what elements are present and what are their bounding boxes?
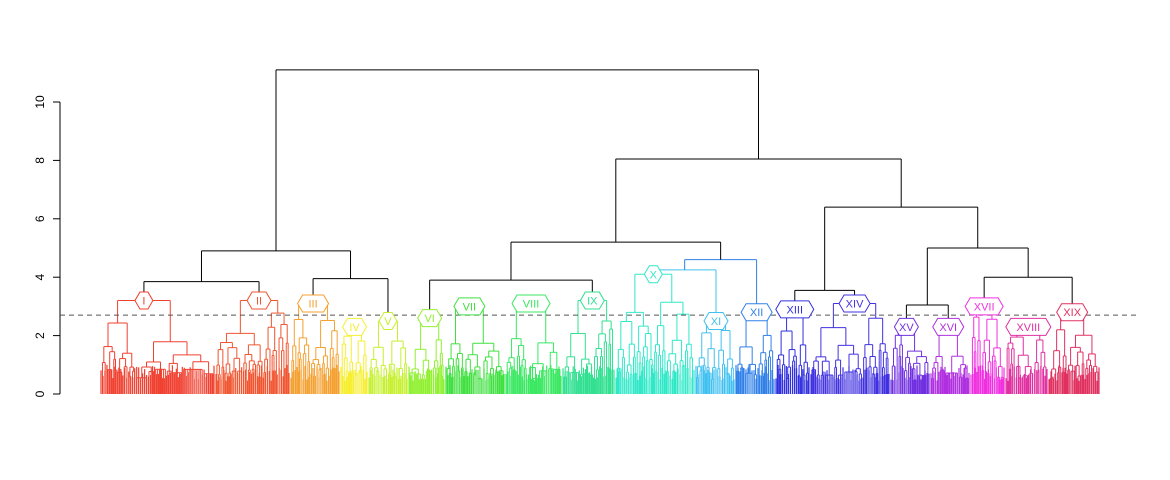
cluster-label-text: IX	[587, 296, 598, 308]
cluster-label-badge	[378, 312, 398, 330]
cluster-label-text: XIX	[1063, 307, 1081, 319]
cluster-label-text: VI	[424, 313, 434, 325]
cluster-subtree-xiv	[813, 302, 889, 379]
cluster-label-text: XI	[711, 316, 721, 328]
cluster-subtree-vii	[446, 305, 502, 380]
cluster-subtree-i	[101, 300, 210, 379]
cluster-label-text: II	[256, 296, 262, 308]
cluster-label-badge	[417, 309, 443, 328]
y-tick-label: 8	[33, 157, 47, 164]
cluster-label-text: XIII	[787, 304, 804, 316]
cluster-subtree-xvii	[971, 305, 1003, 378]
cluster-subtree-vi	[411, 317, 444, 379]
cluster-label-xiii: XIII	[775, 300, 815, 319]
cluster-subtree-iii	[291, 302, 339, 378]
cluster-label-xix: XIX	[1056, 303, 1089, 322]
cluster-subtree-xix	[1051, 311, 1098, 379]
cluster-label-badge	[579, 291, 605, 310]
cluster-label-xvii: XVII	[964, 297, 1004, 316]
cluster-subtree-iv	[341, 326, 367, 376]
y-tick-label: 10	[33, 95, 47, 109]
cluster-label-xiv: XIV	[838, 294, 871, 313]
cluster-label-badge	[453, 297, 486, 316]
y-tick-label: 4	[33, 274, 47, 281]
cluster-subtree-ix	[564, 300, 614, 377]
cluster-label-badge	[964, 297, 1004, 316]
cluster-label-xvi: XVI	[932, 317, 965, 336]
cluster-subtree-xii	[737, 311, 774, 377]
cluster-label-text: V	[384, 316, 392, 328]
cluster-label-badge	[134, 291, 154, 310]
cluster-label-badge	[1056, 303, 1089, 322]
cluster-label-ix: IX	[579, 291, 605, 310]
cluster-label-badge	[893, 317, 919, 336]
cluster-label-text: XV	[899, 322, 914, 334]
cluster-label-badge	[1005, 317, 1052, 336]
cluster-label-text: I	[142, 296, 145, 308]
cluster-label-xviii: XVIII	[1005, 317, 1052, 336]
cluster-label-text: X	[650, 269, 658, 281]
cluster-label-ii: II	[246, 291, 272, 310]
cluster-label-badge	[838, 294, 871, 313]
y-tick-label: 6	[33, 215, 47, 222]
cluster-label-text: XIV	[846, 298, 864, 310]
cluster-label-xi: XI	[703, 312, 729, 330]
cluster-label-badge	[740, 303, 773, 322]
cluster-label-vi: VI	[417, 309, 443, 328]
cluster-label-xv: XV	[893, 317, 919, 336]
cluster-label-badge	[643, 265, 663, 284]
cluster-label-x: X	[643, 265, 663, 284]
cluster-label-badge	[246, 291, 272, 310]
cluster-label-badge	[775, 300, 815, 319]
cluster-label-text: XII	[750, 307, 763, 319]
cluster-label-text: III	[308, 298, 317, 310]
cluster-label-iii: III	[296, 294, 330, 313]
upper-tree	[143, 69, 1073, 327]
cluster-label-text: IV	[349, 322, 360, 334]
cluster-subtree-xv	[891, 326, 929, 380]
cluster-label-vii: VII	[453, 297, 486, 316]
cluster-label-v: V	[378, 312, 398, 330]
cluster-label-text: XVI	[939, 322, 957, 334]
cluster-label-text: XVIII	[1016, 322, 1040, 334]
cluster-subtree-ii	[216, 300, 289, 377]
y-tick-label: 0	[33, 390, 47, 397]
cluster-label-badge	[703, 312, 729, 330]
cluster-label-badge	[296, 294, 330, 313]
cluster-subtrees	[101, 273, 1098, 380]
cluster-label-viii: VIII	[511, 294, 551, 313]
cluster-label-badge	[341, 317, 368, 336]
cluster-label-text: VIII	[523, 298, 540, 310]
cluster-label-badge	[932, 317, 965, 336]
cluster-label-text: XVII	[974, 301, 995, 313]
y-tick-label: 2	[33, 332, 47, 339]
cluster-label-text: VII	[463, 301, 476, 313]
y-axis: 0 2 4 6 8 10	[33, 95, 61, 397]
cluster-label-xii: XII	[740, 303, 773, 322]
cluster-label-badge	[511, 294, 551, 313]
cluster-label-i: I	[134, 291, 154, 310]
cluster-subtree-x	[616, 273, 694, 378]
cluster-label-iv: IV	[341, 317, 368, 336]
